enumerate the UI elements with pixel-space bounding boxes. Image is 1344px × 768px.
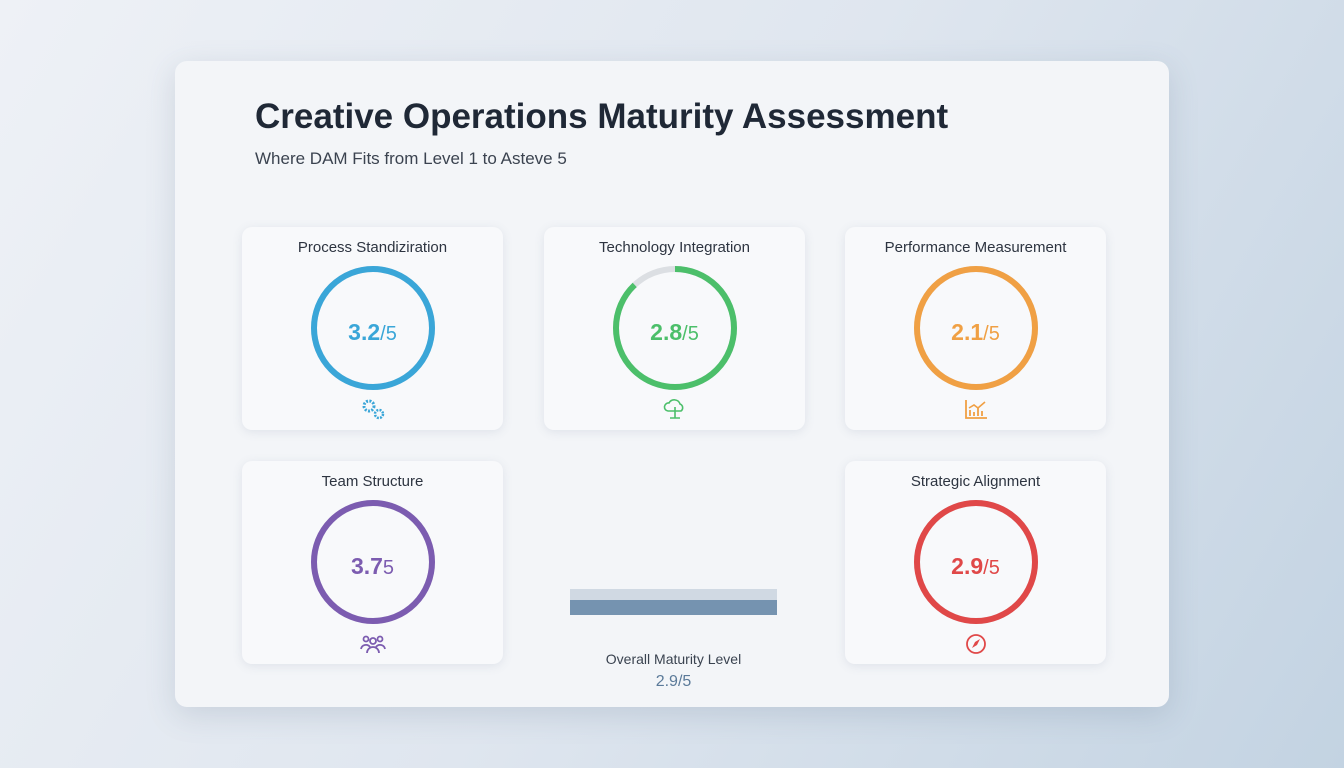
- overall-label: Overall Maturity Level: [605, 651, 742, 667]
- bar-chart-icon: [965, 400, 987, 419]
- card-label: Strategic Alignment: [910, 473, 1041, 490]
- ring-fill: [914, 266, 1038, 390]
- card-label: Technology Integration: [599, 239, 750, 256]
- card-score: 2.8/5: [650, 319, 699, 345]
- overall-progress-fill: [570, 600, 777, 615]
- score-ring: [613, 266, 737, 390]
- score-ring: [311, 500, 435, 624]
- card-label: Process Standiziration: [297, 239, 448, 256]
- card-process-standardization: Process Standiziration 3.2/5: [242, 227, 503, 430]
- ring-fill: [613, 266, 737, 390]
- card-performance-measurement: Performance Measurement 2.1/5: [845, 227, 1106, 430]
- card-team-structure: Team Structure 3.75: [242, 461, 503, 664]
- card-technology-integration: Technology Integration 2.8/5: [544, 227, 805, 430]
- overall-score: 2.9/5: [655, 673, 692, 690]
- ring-fill: [311, 500, 435, 624]
- gears-icon: [362, 399, 385, 420]
- card-strategic-alignment: Strategic Alignment 2.9/5: [845, 461, 1106, 664]
- cloud-network-icon: [663, 399, 684, 419]
- score-ring: [914, 500, 1038, 624]
- ring-fill: [914, 500, 1038, 624]
- card-score: 3.75: [350, 553, 395, 579]
- card-label: Performance Measurement: [884, 239, 1067, 256]
- card-score: 3.2/5: [348, 319, 397, 345]
- card-score: 2.1/5: [951, 319, 1000, 345]
- compass-icon: [966, 634, 986, 654]
- team-icon: [360, 635, 386, 654]
- assessment-panel: Creative Operations Maturity Assessment …: [175, 61, 1169, 707]
- page-subtitle: Where DAM Fits from Level 1 to Asteve 5: [255, 149, 567, 168]
- card-label: Team Structure: [321, 473, 424, 490]
- card-score: 2.9/5: [951, 553, 1000, 579]
- score-ring: [914, 266, 1038, 390]
- page-title: Creative Operations Maturity Assessment: [255, 97, 949, 136]
- ring-fill: [311, 266, 435, 390]
- score-ring: [311, 266, 435, 390]
